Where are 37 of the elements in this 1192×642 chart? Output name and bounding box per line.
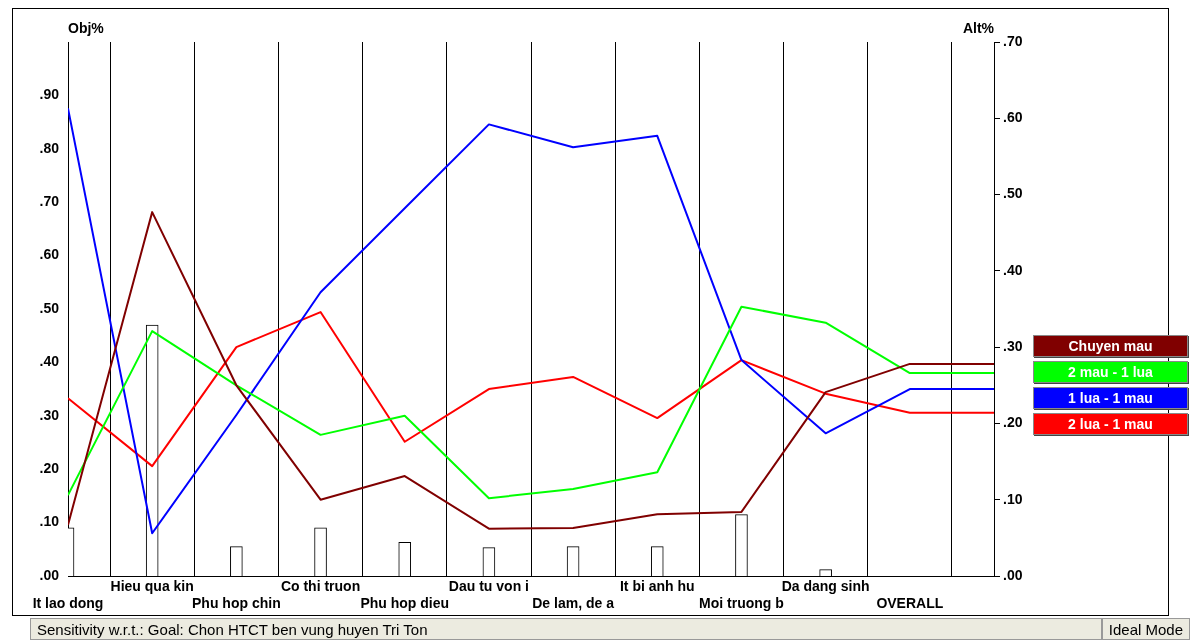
y-tick-label: .90: [39, 86, 60, 103]
y2-tick-label: .20: [1003, 414, 1023, 431]
text: Sensitivity w.r.t.: Goal: Chon HTCT ben vung huyen Tri Ton: [30, 618, 1102, 640]
y2-tick-label: .10: [1003, 490, 1023, 507]
text: 2 mau - 1 lua: [1033, 361, 1188, 383]
x-tick-label: De lam, de a: [532, 595, 615, 612]
x-tick-label: Phu hop dieu: [360, 595, 450, 612]
text: 2 lua - 1 mau: [1033, 413, 1188, 435]
x-tick-label: Moi truong b: [699, 595, 784, 612]
y2-tick-label: .40: [1003, 261, 1023, 278]
y-tick-label: .60: [39, 246, 60, 263]
y-tick-label: .50: [39, 299, 60, 316]
y-tick-label: .30: [39, 406, 60, 423]
x-tick-label: Co thi truon: [280, 578, 361, 595]
x-tick-label: Phu hop chin: [192, 595, 281, 612]
y-tick-label: .80: [39, 139, 60, 156]
y-tick-label: .40: [39, 353, 60, 370]
y2-tick-label: .70: [1003, 32, 1023, 49]
y2-tick-label: .30: [1003, 338, 1023, 354]
y2-tick-label: .50: [1003, 185, 1023, 202]
y-tick-label: .20: [39, 460, 60, 477]
y-tick-label: .00: [39, 566, 60, 583]
x-tick-label: Da dang sinh: [781, 578, 870, 595]
x-tick-label: It lao dong: [32, 595, 104, 612]
x-tick-label: OVERALL: [876, 595, 944, 612]
text: Chuyen mau: [1033, 335, 1188, 357]
x-tick-label: Dau tu von i: [448, 578, 529, 595]
y-tick-label: .10: [39, 513, 60, 530]
y2-axis-title: Alt%: [962, 19, 995, 36]
text: Ideal Mode: [1101, 618, 1190, 640]
y2-tick-label: .00: [1003, 566, 1023, 583]
text: 1 lua - 1 mau: [1033, 387, 1188, 409]
x-tick-label: Hieu qua kin: [110, 578, 194, 595]
y2-tick-label: .60: [1003, 109, 1023, 126]
x-tick-label: It bi anh hu: [619, 578, 695, 595]
y-axis-title: Obj%: [68, 19, 105, 36]
y-tick-label: .70: [39, 193, 60, 210]
